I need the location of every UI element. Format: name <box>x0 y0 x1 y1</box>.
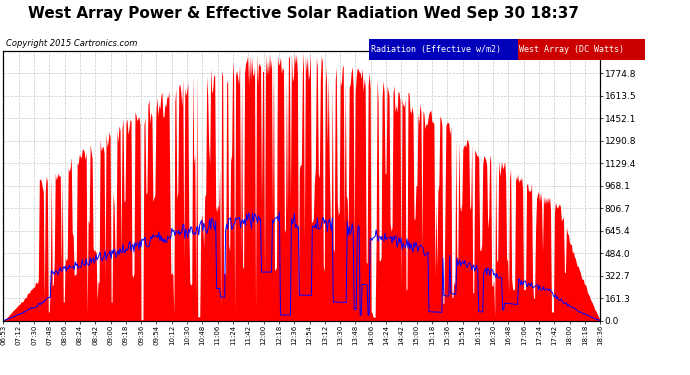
Text: West Array Power & Effective Solar Radiation Wed Sep 30 18:37: West Array Power & Effective Solar Radia… <box>28 6 579 21</box>
Text: Radiation (Effective w/m2): Radiation (Effective w/m2) <box>371 45 500 54</box>
Text: West Array (DC Watts): West Array (DC Watts) <box>519 45 624 54</box>
Text: Copyright 2015 Cartronics.com: Copyright 2015 Cartronics.com <box>6 39 137 48</box>
